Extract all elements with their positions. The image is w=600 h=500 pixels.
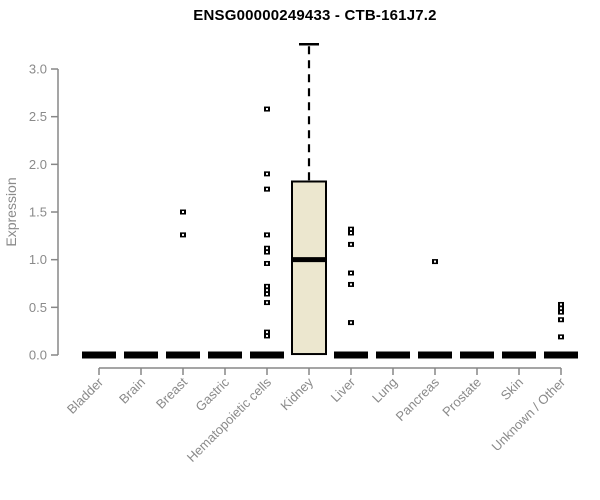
outlier-point-center (350, 321, 352, 324)
x-tick-label: Breast (153, 374, 190, 411)
x-tick-label: Gastric (192, 374, 232, 414)
x-tick-label: Unknown / Other (489, 374, 569, 454)
zero-box (418, 351, 452, 359)
outlier-point-center (182, 233, 184, 236)
x-tick-label: Liver (328, 374, 359, 405)
y-tick-label: 3.0 (29, 62, 47, 77)
outlier-point-center (560, 335, 562, 338)
outlier-point-center (266, 289, 268, 292)
outlier-point-center (560, 303, 562, 306)
chart-title: ENSG00000249433 - CTB-161J7.2 (193, 7, 437, 24)
outlier-point-center (560, 311, 562, 314)
y-tick-label: 2.5 (29, 109, 47, 124)
zero-box (124, 351, 158, 359)
zero-box (502, 351, 536, 359)
outlier-point-center (560, 307, 562, 310)
outlier-point-center (434, 260, 436, 263)
x-tick-label: Lung (369, 375, 400, 406)
outlier-point-center (266, 247, 268, 250)
zero-box (460, 351, 494, 359)
x-tick-label: Prostate (439, 375, 484, 420)
outlier-point-center (266, 233, 268, 236)
outlier-point-center (266, 292, 268, 295)
outlier-point-center (350, 231, 352, 234)
zero-box (166, 351, 200, 359)
outlier-point-center (266, 301, 268, 304)
x-tick-label: Kidney (277, 374, 316, 413)
outlier-point-center (266, 251, 268, 254)
outlier-point-center (350, 243, 352, 246)
x-tick-label: Bladder (64, 374, 107, 417)
outlier-point-center (350, 228, 352, 231)
box (291, 180, 327, 356)
zero-box (334, 351, 368, 359)
outlier-point-center (350, 272, 352, 275)
x-tick-label: Skin (498, 375, 526, 403)
zero-box (208, 351, 242, 359)
x-tick-label: Pancreas (393, 374, 443, 424)
x-tick-label: Brain (116, 375, 148, 407)
outlier-point-center (350, 283, 352, 286)
outlier-point-center (266, 172, 268, 175)
y-tick-label: 0.5 (29, 300, 47, 315)
outlier-point-center (266, 108, 268, 111)
outlier-point-center (560, 318, 562, 321)
y-axis-label: Expression (3, 177, 19, 246)
outlier-point-center (266, 188, 268, 191)
y-tick-label: 0.0 (29, 348, 47, 363)
outlier-point-center (182, 211, 184, 214)
outlier-point-center (266, 262, 268, 265)
y-tick-label: 2.0 (29, 157, 47, 172)
outlier-point-center (266, 285, 268, 288)
y-tick-label: 1.0 (29, 252, 47, 267)
y-tick-label: 1.5 (29, 205, 47, 220)
outlier-point-center (266, 331, 268, 334)
zero-box (250, 351, 284, 359)
outlier-point-center (266, 334, 268, 337)
zero-box (376, 351, 410, 359)
zero-box (82, 351, 116, 359)
zero-box (544, 351, 578, 359)
